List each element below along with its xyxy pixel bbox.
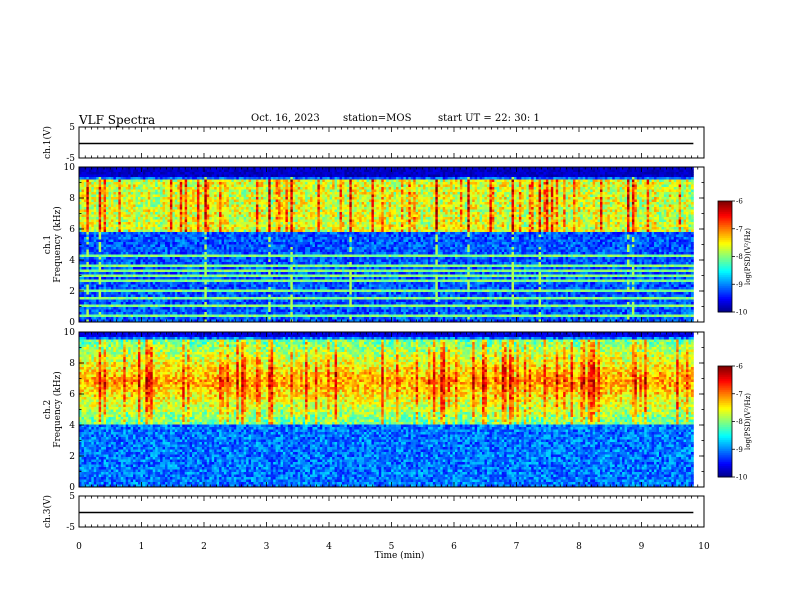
xaxis-label: Time (min) [375, 550, 425, 561]
ytick-label-1-2: 4 [69, 256, 75, 266]
colorbar-tick-1-2: -8 [736, 253, 743, 261]
colorbar-tick-2-0: -6 [736, 363, 743, 371]
xtick-label-4: 4 [326, 542, 332, 552]
ytick-label-3-1: -5 [66, 523, 75, 533]
ytick-label-2-1: 2 [69, 452, 75, 462]
colorbar-2 [718, 366, 732, 478]
ytick-label-2-3: 6 [69, 390, 75, 400]
ytick-label-2-5: 10 [64, 328, 76, 338]
ytick-label-1-5: 10 [64, 163, 76, 173]
ytick-label-3-0: 5 [69, 492, 75, 502]
colorbar-1 [718, 201, 732, 313]
colorbar-tick-1-4: -10 [736, 309, 747, 317]
xtick-label-3: 3 [264, 542, 270, 552]
spectrogram-2 [79, 332, 694, 487]
ylabel-volt-3: ch.3(V) [42, 495, 53, 528]
colorbar-label-2: log(PSD)(V²/Hz) [744, 393, 752, 450]
xtick-label-1: 1 [139, 542, 145, 552]
colorbar-tick-1-3: -9 [736, 281, 743, 289]
colorbar-tick-2-1: -7 [736, 390, 743, 398]
colorbar-tick-1-1: -7 [736, 225, 743, 233]
ytick-label-1-4: 8 [69, 194, 75, 204]
xtick-label-8: 8 [576, 542, 582, 552]
colorbar-tick-2-2: -8 [736, 418, 743, 426]
xtick-label-9: 9 [639, 542, 645, 552]
ytick-label-1-0: 0 [69, 318, 75, 328]
ylabel-freq-1: Frequency (kHz) [52, 206, 63, 283]
ylabel-volt-0: ch.1(V) [42, 126, 53, 159]
ytick-label-0-0: 5 [69, 123, 75, 133]
ytick-label-1-3: 6 [69, 225, 75, 235]
colorbar-label-1: log(PSD)(V²/Hz) [744, 228, 752, 285]
xtick-label-7: 7 [514, 542, 520, 552]
colorbar-tick-2-3: -9 [736, 446, 743, 454]
ylabel-ch-2: ch.2 [43, 400, 53, 419]
ytick-label-2-2: 4 [69, 421, 75, 431]
xtick-label-6: 6 [451, 542, 457, 552]
ylabel-freq-2: Frequency (kHz) [52, 371, 63, 448]
xtick-label-2: 2 [201, 542, 207, 552]
xtick-label-0: 0 [76, 542, 82, 552]
ytick-label-1-1: 2 [69, 287, 75, 297]
spectrogram-1 [79, 167, 694, 322]
colorbar-tick-1-0: -6 [736, 198, 743, 206]
colorbar-tick-2-4: -10 [736, 474, 747, 482]
ytick-label-2-4: 8 [69, 359, 75, 369]
xtick-label-10: 10 [698, 542, 710, 552]
ylabel-ch-1: ch.1 [43, 235, 53, 254]
